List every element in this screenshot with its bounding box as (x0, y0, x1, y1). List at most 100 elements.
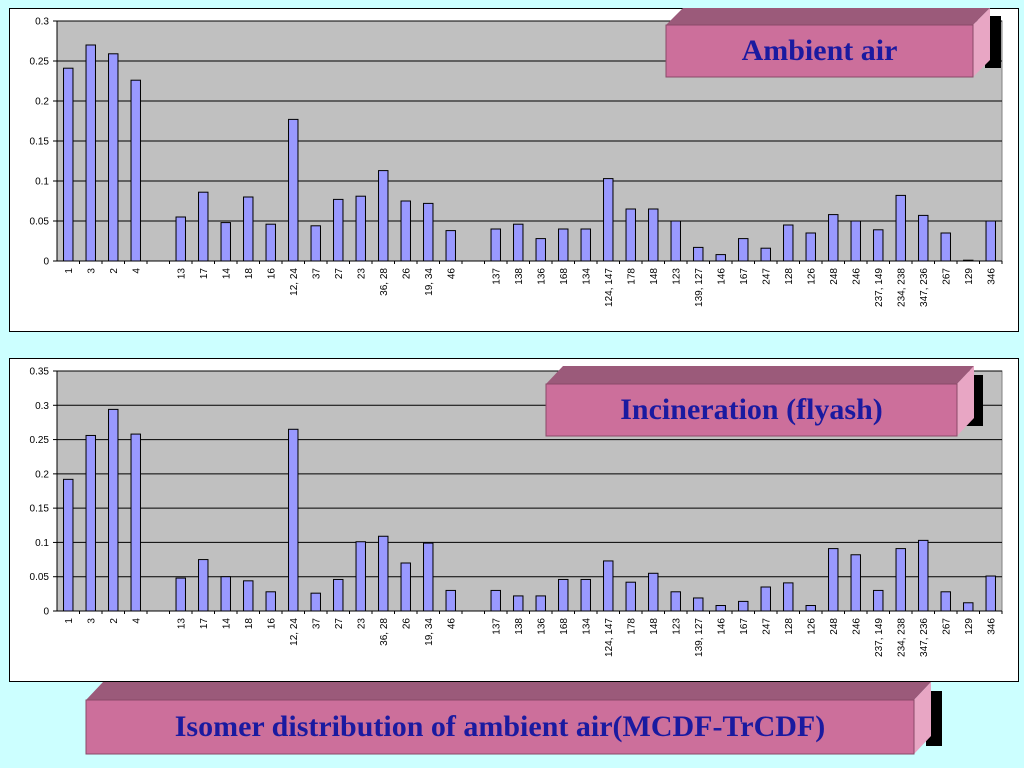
x-tick-label: 347, 236 (919, 618, 930, 657)
bar (738, 600, 749, 612)
bar (670, 591, 681, 612)
bar (288, 118, 299, 262)
bar (828, 548, 839, 612)
bar (783, 582, 794, 612)
x-tick-label: 27 (334, 618, 345, 630)
bar (63, 478, 74, 612)
x-tick-label: 123 (671, 268, 682, 285)
x-tick-label: 167 (739, 618, 750, 635)
x-tick-label: 138 (514, 618, 525, 635)
x-tick-label: 146 (716, 268, 727, 285)
x-tick-label: 1 (64, 618, 75, 624)
bar (108, 408, 119, 612)
chart-title: Ambient air (741, 34, 898, 67)
y-tick-label: 0 (43, 607, 49, 618)
x-tick-label: 12, 24 (289, 268, 300, 296)
bar (963, 602, 974, 612)
x-tick-label: 36, 28 (379, 268, 390, 296)
bar (648, 572, 659, 612)
bar (355, 195, 366, 262)
x-tick-label: 124, 147 (604, 268, 615, 307)
bar (378, 535, 389, 612)
bar (535, 238, 546, 262)
bar (625, 208, 636, 262)
y-tick-label: 0.25 (30, 435, 50, 446)
x-tick-label: 267 (941, 618, 952, 635)
x-tick-label: 178 (626, 618, 637, 635)
x-tick-label: 129 (964, 268, 975, 285)
page-title: Isomer distribution of ambient air(MCDF-… (174, 710, 826, 743)
bar (288, 428, 299, 612)
x-tick-label: 37 (311, 618, 322, 630)
flyash-chart: 00.050.10.150.20.250.30.351 3 2 4 13 17 14 18 16… (30, 367, 1003, 657)
x-tick-label: 23 (356, 268, 367, 280)
bar (693, 246, 704, 262)
x-tick-label: 128 (784, 268, 795, 285)
bar (175, 216, 186, 262)
bar (918, 214, 929, 262)
bar (828, 214, 839, 262)
bar (513, 223, 524, 262)
x-tick-label: 347, 236 (919, 268, 930, 307)
bar (400, 562, 411, 612)
bar (85, 44, 96, 262)
bar (670, 220, 681, 262)
x-tick-label: 138 (514, 268, 525, 285)
x-tick-label: 26 (401, 268, 412, 280)
x-tick-label: 123 (671, 618, 682, 635)
y-tick-label: 0.3 (35, 17, 49, 28)
bar (63, 67, 74, 262)
x-tick-label: 246 (851, 268, 862, 285)
x-tick-label: 14 (221, 268, 232, 280)
bar (918, 539, 929, 612)
x-tick-label: 124, 147 (604, 618, 615, 657)
y-tick-label: 0.15 (30, 504, 50, 515)
bar (805, 605, 816, 612)
chart-title: Incineration (flyash) (620, 393, 883, 426)
bar (625, 581, 636, 612)
x-tick-label: 37 (311, 268, 322, 280)
bar (850, 554, 861, 612)
bar (873, 229, 884, 262)
x-tick-label: 36, 28 (379, 618, 390, 646)
x-tick-label: 148 (649, 268, 660, 285)
x-tick-label: 168 (559, 618, 570, 635)
bar (985, 575, 996, 612)
bar (760, 586, 771, 612)
bar (378, 170, 389, 262)
x-tick-label: 16 (266, 268, 277, 280)
y-tick-label: 0 (43, 257, 49, 268)
y-tick-label: 0.2 (35, 469, 49, 480)
x-tick-label: 126 (806, 618, 817, 635)
x-tick-label: 13 (176, 618, 187, 630)
bar (333, 198, 344, 262)
bar (715, 605, 726, 612)
x-tick-label: 248 (829, 268, 840, 285)
x-tick-label: 12, 24 (289, 618, 300, 646)
x-tick-label: 26 (401, 618, 412, 630)
x-tick-label: 19, 34 (424, 268, 435, 296)
x-tick-label: 237, 149 (874, 268, 885, 307)
bar (175, 577, 186, 612)
bar (220, 222, 231, 262)
bar (603, 560, 614, 612)
bar (738, 238, 749, 262)
bar (310, 592, 321, 612)
x-tick-label: 246 (851, 618, 862, 635)
bar (558, 228, 569, 262)
x-tick-label: 17 (199, 618, 210, 630)
x-tick-label: 346 (986, 268, 997, 285)
x-tick-label: 3 (86, 268, 97, 274)
y-tick-label: 0.35 (30, 367, 50, 378)
x-tick-label: 237, 149 (874, 618, 885, 657)
y-tick-label: 0.1 (35, 538, 49, 549)
x-tick-label: 18 (244, 268, 255, 280)
x-tick-label: 137 (491, 268, 502, 285)
bar (805, 232, 816, 262)
x-tick-label: 4 (131, 618, 142, 624)
bar (513, 595, 524, 612)
x-tick-label: 128 (784, 618, 795, 635)
bar (985, 220, 996, 262)
bar (265, 223, 276, 262)
x-tick-label: 19, 34 (424, 618, 435, 646)
